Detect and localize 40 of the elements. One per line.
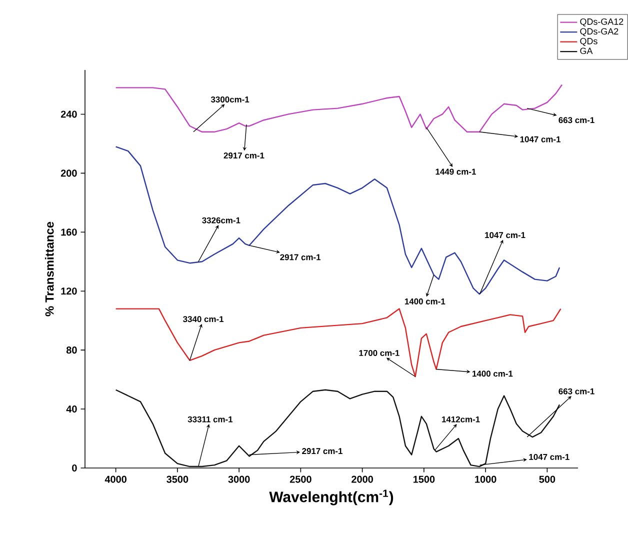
annotation: 663 cm-1 <box>558 388 594 394</box>
x-tick-label: 4000 <box>104 476 126 483</box>
x-tick-label: 1500 <box>413 476 435 483</box>
y-tick-label: 160 <box>61 228 77 236</box>
legend-label: QDs <box>580 38 598 46</box>
annotation: 1700 cm-1 <box>359 350 400 356</box>
line-series <box>115 146 560 295</box>
x-axis-title: Wavelenght(cm$^{-1}$) <box>269 490 394 506</box>
x-tick-label: 3000 <box>228 476 250 483</box>
y-tick-label: 240 <box>60 110 77 118</box>
y-tick-label: 80 <box>66 346 77 354</box>
annotation: 3300cm-1 <box>210 96 250 102</box>
annotation: 1047 cm-1 <box>529 454 570 460</box>
annotation: 33311 cm-1 <box>188 416 233 422</box>
x-tick-label: 2500 <box>290 476 312 483</box>
x-tick-label: 2000 <box>352 476 373 483</box>
annotation: 1400 cm-1 <box>404 298 446 304</box>
x-tick-label: 500 <box>539 476 556 483</box>
annotation: 2917 cm-1 <box>224 152 264 158</box>
annotation: 3326cm-1 <box>202 217 240 224</box>
y-tick-label: 40 <box>66 406 77 413</box>
legend-label: QDs-GA12 <box>580 18 624 26</box>
annotation: 1400 cm-1 <box>472 370 513 377</box>
annotation: 2917 cm-1 <box>280 254 321 260</box>
annotation: 663 cm-1 <box>558 117 594 124</box>
y-tick-label: 200 <box>60 170 77 177</box>
line-series <box>115 308 562 378</box>
x-tick-label: 3500 <box>166 476 188 483</box>
y-tick-label: 0 <box>72 464 77 472</box>
annotation: 1449 cm-1 <box>436 168 476 175</box>
annotation: 1047 cm-1 <box>520 136 561 142</box>
y-axis-title: % Transmittance <box>44 222 54 316</box>
annotation: 1047 cm-1 <box>485 232 526 238</box>
y-tick-label: 120 <box>61 288 77 295</box>
x-tick-label: 1000 <box>475 476 496 483</box>
annotation: 1412cm-1 <box>442 416 480 422</box>
annotation: 3340 cm-1 <box>183 316 224 322</box>
annotation: 2917 cm-1 <box>302 448 342 454</box>
legend-label: GA <box>580 48 593 54</box>
legend-label: QDs-GA2 <box>580 28 618 36</box>
